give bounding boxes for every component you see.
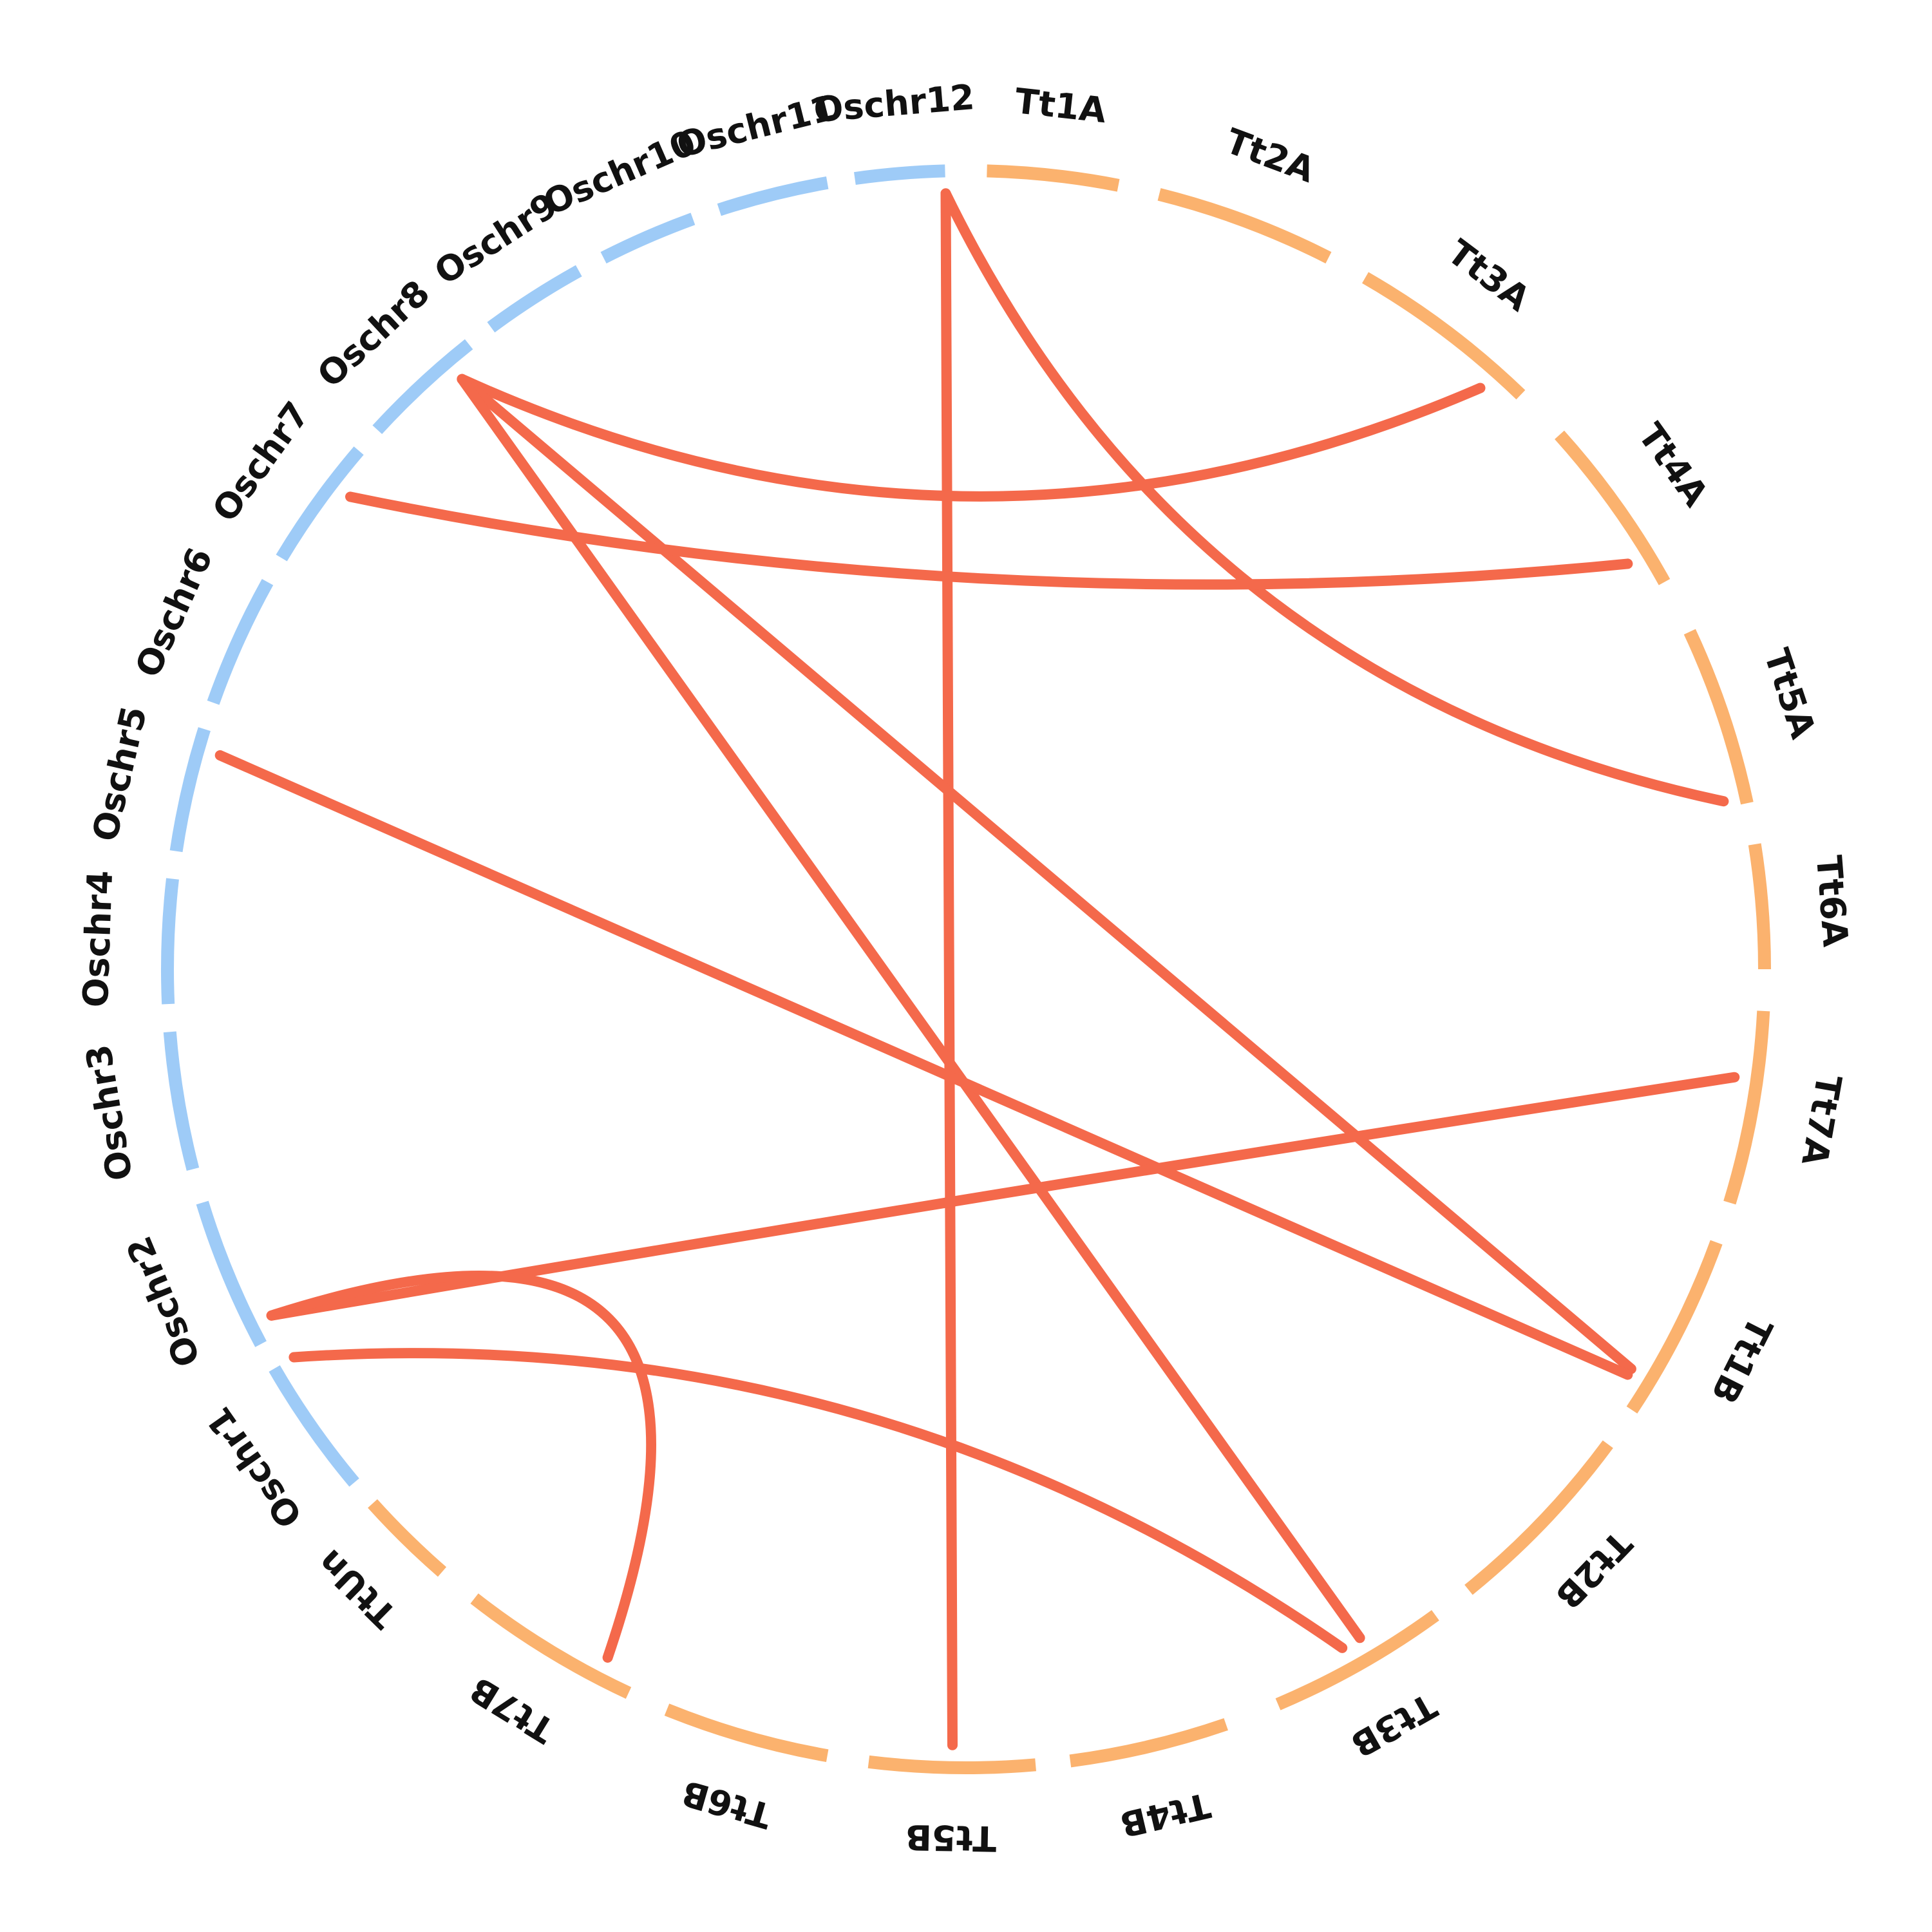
chromosome-labels: Tt1A Tt2A Tt3A Tt4A Tt5A Tt6A Tt7A Tt1B Tt2B Tt3B…: [75, 77, 1856, 1859]
segment-tt4b: [1069, 1718, 1228, 1768]
segment-oschr9: [487, 265, 582, 333]
segment-oschr6: [207, 578, 274, 705]
segment-oschr12: [854, 164, 945, 185]
segment-oschr4: [161, 878, 179, 1005]
segment-oschr10: [600, 213, 696, 264]
segment-oschr1: [269, 1365, 359, 1487]
label-tt4a: Tt4A: [1630, 416, 1716, 514]
label-oschr1: Oschr1: [198, 1400, 310, 1535]
link-oschr5-tt1b: [214, 750, 1633, 1380]
link-oschr1-tt3b: [289, 1348, 1348, 1653]
segment-tt7a: [1723, 1010, 1770, 1205]
label-oschr4: Oschr4: [75, 870, 120, 1009]
label-oschr7: Oschr7: [205, 394, 318, 529]
link-oschr2-tt7b: [266, 1270, 657, 1663]
segment-tt4a: [1555, 430, 1671, 585]
label-tt5b: Tt5B: [905, 1817, 996, 1859]
chromosome-ring: [161, 164, 1771, 1775]
segment-oschr2: [196, 1200, 267, 1347]
segment-oschr3: [163, 1031, 200, 1171]
label-tt1b: Tt1B: [1703, 1311, 1781, 1410]
label-tt2b: Tt2B: [1548, 1523, 1640, 1617]
label-oschr8: Oschr8: [310, 272, 438, 395]
segment-tt5b: [867, 1755, 1036, 1775]
segment-oschr11: [717, 176, 829, 216]
label-oschr5: Oschr5: [84, 703, 155, 845]
segment-tt5a: [1683, 629, 1754, 805]
link-oschr8-tt3a: [457, 374, 1486, 502]
link-oschr8-tt1b: [457, 374, 1636, 1374]
segment-tt1a: [987, 164, 1120, 192]
segment-tt7b: [470, 1593, 632, 1699]
link-oschr12-tt5b: [940, 188, 958, 1750]
label-tt6b: Tt6B: [677, 1772, 776, 1837]
link-oschr12-tt5a: [940, 188, 1729, 807]
segment-tt2b: [1464, 1440, 1613, 1595]
segment-tt3a: [1361, 272, 1526, 400]
segment-ttun: [368, 1499, 447, 1577]
segment-tt3b: [1275, 1610, 1439, 1710]
label-oschr2: Oschr2: [118, 1231, 209, 1373]
label-tt7b: Tt7B: [462, 1669, 561, 1751]
segment-tt1b: [1626, 1240, 1723, 1414]
link-oschr7-tt4a: [345, 491, 1633, 590]
link-oschr8-tt3b: [457, 374, 1365, 1643]
label-tt2a: Tt2A: [1220, 120, 1320, 191]
label-ttun: TtUn: [310, 1542, 405, 1636]
label-tt4b: Tt4B: [1116, 1785, 1214, 1845]
label-oschr3: Oschr3: [78, 1042, 140, 1184]
label-tt5a: Tt5A: [1756, 644, 1824, 744]
label-tt3b: Tt3B: [1344, 1685, 1443, 1765]
label-tt1a: Tt1A: [1013, 80, 1108, 131]
synteny-links: [214, 188, 1740, 1750]
segment-oschr8: [372, 339, 473, 435]
segment-tt6a: [1748, 843, 1771, 970]
label-tt6a: Tt6A: [1808, 854, 1856, 949]
label-oschr12: Oschr12: [812, 77, 976, 130]
segment-tt2a: [1157, 188, 1332, 264]
label-tt3a: Tt3A: [1440, 232, 1537, 319]
label-tt7a: Tt7A: [1794, 1072, 1850, 1169]
segment-tt6b: [664, 1703, 829, 1763]
segment-oschr5: [169, 727, 211, 853]
segment-oschr7: [276, 446, 364, 562]
label-oschr6: Oschr6: [128, 542, 221, 683]
